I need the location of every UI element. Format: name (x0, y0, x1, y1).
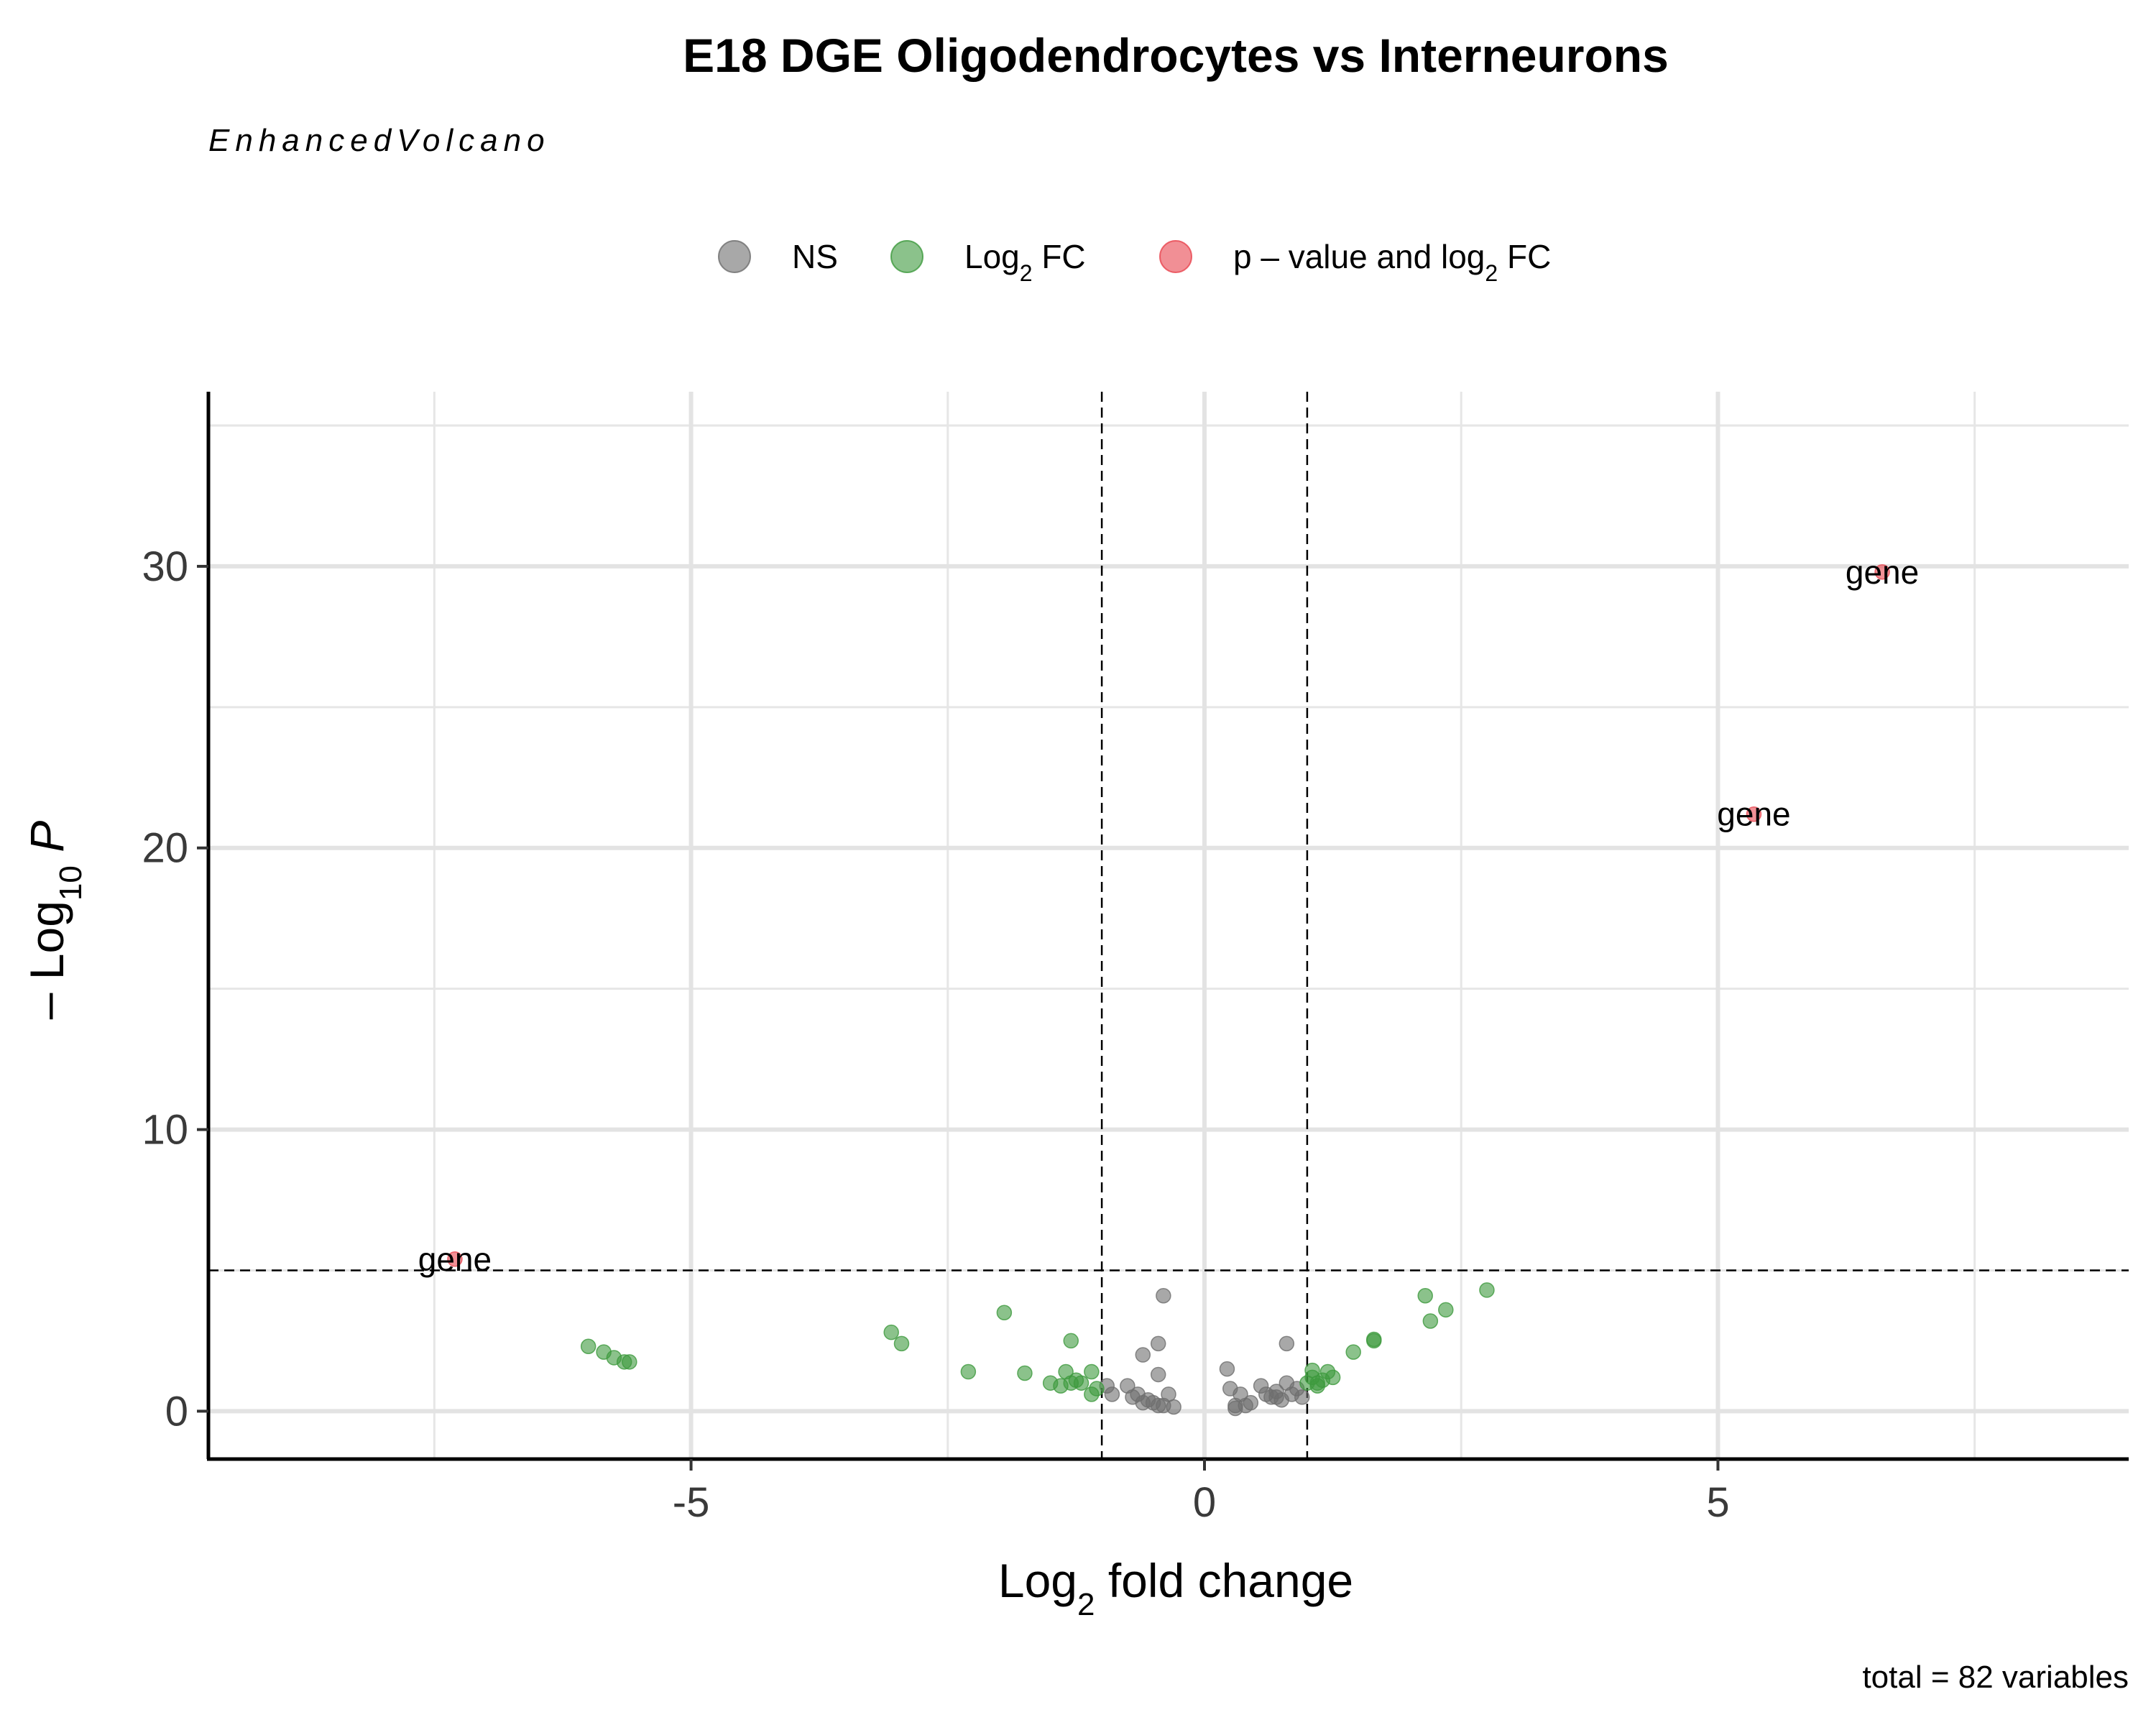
point-ns (1166, 1399, 1181, 1415)
legend-key-both (1159, 240, 1192, 273)
point-fc (1073, 1375, 1089, 1391)
legend-key-fc (890, 240, 923, 273)
point-label: gene (1717, 796, 1790, 833)
point-fc (883, 1324, 899, 1340)
point-fc (1325, 1369, 1341, 1386)
point-fc (622, 1354, 637, 1370)
point-fc (1366, 1331, 1382, 1348)
point-ns (1156, 1287, 1171, 1304)
point-fc (1422, 1313, 1439, 1329)
point-ns (1135, 1347, 1151, 1363)
point-fc (1479, 1282, 1495, 1298)
y-axis-title: – Log10 P (20, 821, 88, 1019)
x-tick-label: -5 (673, 1479, 710, 1526)
caption: total = 82 variables (1862, 1660, 2129, 1695)
point-labels: gene gene gene (418, 553, 1919, 1278)
legend: NS Log2 FC p – value and log2 FC (718, 238, 1551, 286)
legend-label-fc: Log2 FC (964, 238, 1086, 286)
x-tick-label: 5 (1706, 1479, 1729, 1526)
point-fc (960, 1363, 977, 1380)
point-fc (1084, 1386, 1100, 1402)
y-tick-label: 30 (142, 543, 188, 590)
point-fc (1299, 1375, 1315, 1391)
data-points (447, 564, 1890, 1417)
point-ns (1243, 1394, 1259, 1411)
y-tick-label: 0 (165, 1388, 188, 1435)
point-fc (893, 1335, 910, 1352)
grid-lines (208, 392, 2129, 1459)
point-fc (1417, 1287, 1433, 1304)
point-fc (1063, 1333, 1079, 1349)
y-tick-label: 20 (142, 825, 188, 872)
x-axis-title: Log2 fold change (998, 1554, 1353, 1622)
legend-label-ns: NS (792, 238, 838, 275)
point-ns (1227, 1397, 1243, 1414)
point-ns (1150, 1366, 1166, 1383)
point-both (447, 1251, 463, 1267)
plot-area: gene gene gene -5 0 5 0 10 20 30 (142, 392, 2129, 1526)
point-ns (1268, 1389, 1284, 1405)
point-ns (1219, 1361, 1235, 1377)
point-ns (1150, 1335, 1166, 1352)
axes (206, 392, 2129, 1461)
point-both (1746, 806, 1762, 822)
point-fc (1058, 1363, 1074, 1380)
point-label: gene (418, 1241, 492, 1278)
chart-subtitle: EnhancedVolcano (208, 123, 550, 158)
point-fc (1017, 1365, 1033, 1381)
point-ns (1279, 1335, 1295, 1352)
tick-labels: -5 0 5 0 10 20 30 (142, 543, 1729, 1526)
point-fc (1438, 1302, 1454, 1318)
cutoff-lines (208, 392, 2129, 1459)
point-fc (580, 1338, 596, 1355)
legend-key-ns (718, 240, 751, 273)
point-both (1874, 564, 1890, 580)
point-fc (996, 1305, 1013, 1321)
chart-title: E18 DGE Oligodendrocytes vs Interneurons (683, 29, 1669, 82)
x-tick-label: 0 (1193, 1479, 1216, 1526)
point-ns (1294, 1389, 1310, 1405)
point-label: gene (1846, 553, 1919, 591)
legend-label-both: p – value and log2 FC (1233, 238, 1551, 286)
y-tick-label: 10 (142, 1107, 188, 1154)
point-fc (1345, 1344, 1361, 1360)
point-fc (1084, 1363, 1100, 1380)
